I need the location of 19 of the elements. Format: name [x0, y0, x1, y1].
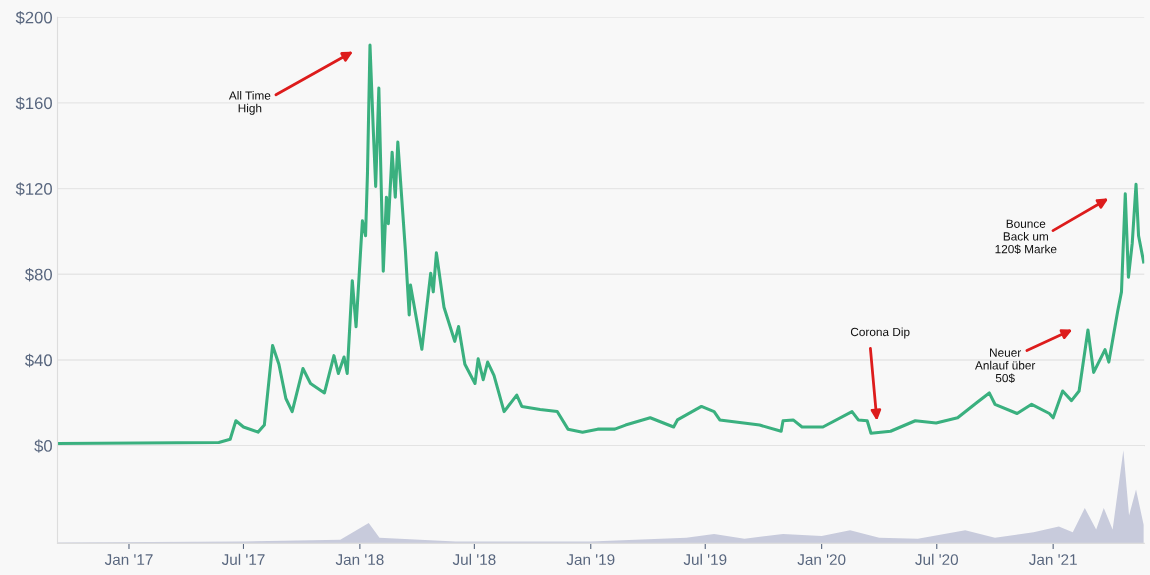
x-tick-label: Jan '19 [566, 554, 615, 566]
y-tick-label: $200 [15, 10, 52, 25]
x-tick-label: Jul '17 [221, 553, 265, 566]
x-tick-label: Jan '18 [335, 554, 384, 566]
x-tick-label: Jan '20 [797, 554, 846, 566]
annotation: Corona Dip [850, 327, 910, 339]
y-tick-label: $160 [15, 96, 52, 111]
y-tick-label: $80 [25, 267, 52, 282]
y-tick-label: $0 [34, 439, 52, 453]
x-tick-label: Jul '20 [915, 553, 959, 566]
y-tick-label: $120 [15, 182, 52, 196]
x-tick-label: Jan '17 [104, 554, 153, 566]
x-tick-label: Jan '21 [1029, 554, 1077, 566]
annotation: All Time High [228, 91, 271, 115]
x-tick-label: Jul '18 [452, 553, 496, 566]
annotation: Bounce Back um 120$ Marke [995, 219, 1057, 255]
annotation: Neuer Anlauf über 50$ [974, 348, 1036, 383]
x-tick-label: Jul '19 [683, 553, 727, 566]
y-tick-label: $40 [25, 353, 52, 368]
